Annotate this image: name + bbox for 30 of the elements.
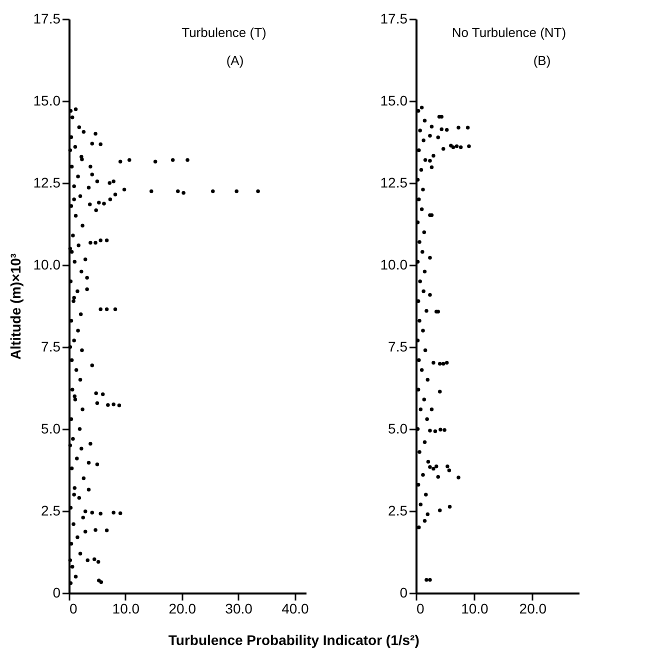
y-tick-label: 2.5 bbox=[41, 502, 61, 518]
y-tick-label: 17.5 bbox=[33, 10, 61, 26]
y-tick-label: 7.5 bbox=[41, 338, 61, 354]
annotation: No Turbulence (NT) bbox=[452, 25, 566, 40]
x-tick-label: 20.0 bbox=[168, 600, 196, 616]
y-tick-label: 12.5 bbox=[33, 174, 61, 190]
y-tick-label: 10.0 bbox=[33, 256, 61, 272]
annotation: (B) bbox=[533, 53, 551, 68]
y-tick-label: 12.5 bbox=[380, 174, 408, 190]
y-tick-label: 17.5 bbox=[380, 10, 408, 26]
annotation: Turbulence (T) bbox=[182, 25, 266, 40]
y-tick-label: 2.5 bbox=[388, 502, 408, 518]
y-tick-label: 7.5 bbox=[388, 338, 408, 354]
y-tick-label: 5.0 bbox=[41, 420, 61, 436]
x-axis-title: Turbulence Probability Indicator (1/s²) bbox=[168, 632, 420, 648]
y-tick-label: 5.0 bbox=[388, 420, 408, 436]
x-tick-label: 40.0 bbox=[282, 600, 310, 616]
x-tick-label: 30.0 bbox=[225, 600, 253, 616]
x-tick-label: 10.0 bbox=[112, 600, 140, 616]
annotation: (A) bbox=[226, 53, 244, 68]
x-tick-label: 0 bbox=[70, 600, 78, 616]
x-tick-label: 10.0 bbox=[461, 600, 489, 616]
y-tick-label: 0 bbox=[400, 584, 408, 600]
x-tick-label: 20.0 bbox=[519, 600, 547, 616]
y-axis-title: Altitude (m)×10³ bbox=[7, 253, 24, 360]
x-tick-label: 0 bbox=[416, 600, 424, 616]
y-tick-label: 15.0 bbox=[380, 92, 408, 108]
y-tick-label: 0 bbox=[52, 584, 61, 600]
y-tick-label: 10.0 bbox=[380, 256, 408, 272]
y-tick-label: 15.0 bbox=[33, 92, 61, 108]
